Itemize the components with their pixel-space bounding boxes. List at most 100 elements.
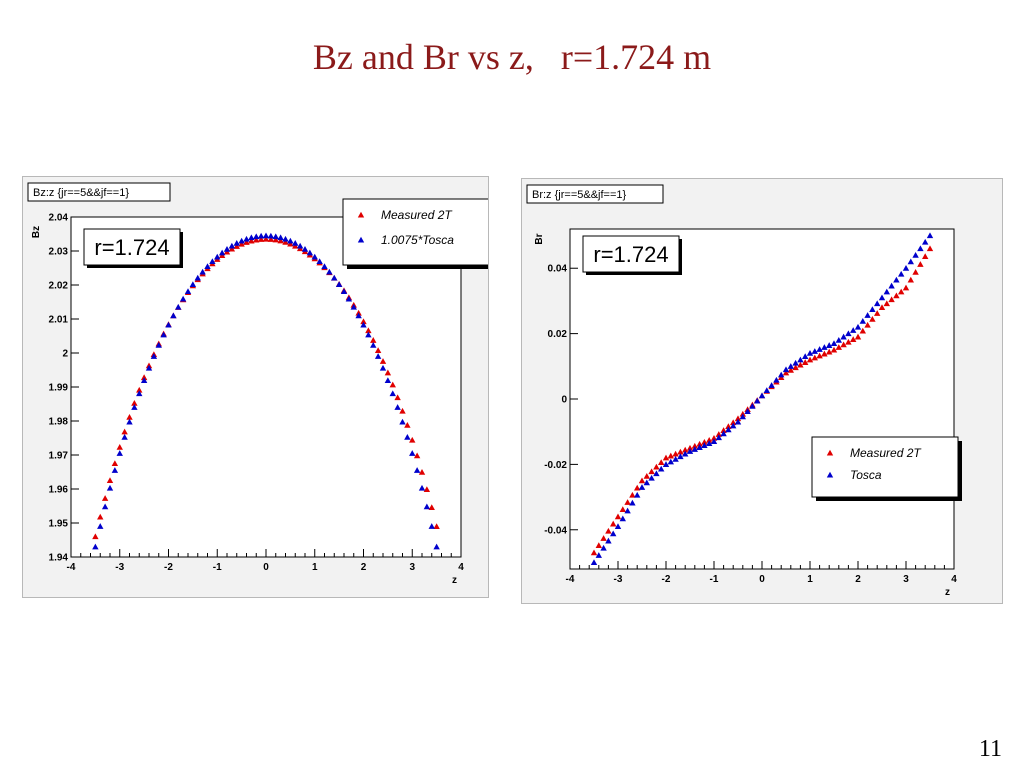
br-vs-z-chart: -4 -3 -2 -1 0 1 2 3 4 -0.04 -0.02 0 0.02 0.04 z Br Br:z … xyxy=(526,184,962,598)
data-point xyxy=(257,232,265,239)
data-point xyxy=(253,236,260,243)
data-point xyxy=(725,426,732,433)
data-point xyxy=(97,513,104,520)
data-point xyxy=(384,369,392,376)
data-point xyxy=(277,237,284,244)
data-point xyxy=(590,549,598,556)
data-point xyxy=(233,240,240,246)
x-tick-label: -4 xyxy=(67,562,76,573)
data-point xyxy=(710,435,718,441)
data-point xyxy=(821,344,828,350)
data-point xyxy=(749,402,756,409)
x-tick-label: -1 xyxy=(213,562,222,573)
data-point xyxy=(116,444,123,450)
data-point xyxy=(835,344,842,350)
data-point xyxy=(864,321,871,328)
data-point xyxy=(106,477,114,484)
data-point xyxy=(826,348,833,355)
x-tick-label: 3 xyxy=(409,562,415,573)
data-point xyxy=(883,300,890,307)
data-point xyxy=(101,503,109,510)
data-point xyxy=(610,520,617,527)
data-point xyxy=(179,295,187,302)
data-point xyxy=(92,533,99,540)
data-point xyxy=(768,382,775,388)
data-point xyxy=(826,342,833,348)
data-point xyxy=(209,258,216,265)
data-point xyxy=(706,440,713,447)
data-point xyxy=(696,444,703,450)
data-point xyxy=(734,418,742,425)
bz-chart-panel: -4 -3 -2 -1 0 1 2 3 4 1.94 1.95 1.96 1.97 1.98 1.99 2 2.… xyxy=(22,176,489,598)
data-point xyxy=(316,258,323,265)
y-tick-label: -0.04 xyxy=(544,525,567,536)
data-point xyxy=(238,240,245,247)
legend-label: Measured 2T xyxy=(850,446,922,460)
data-point xyxy=(257,236,265,242)
x-tick-label: 0 xyxy=(759,574,765,585)
data-point xyxy=(404,422,411,428)
data-point xyxy=(811,348,818,354)
data-point xyxy=(605,527,612,534)
data-point xyxy=(902,284,910,291)
x-tick-label: 2 xyxy=(361,562,367,573)
data-point xyxy=(634,484,641,491)
data-point xyxy=(428,523,435,529)
data-point xyxy=(922,253,929,260)
data-point xyxy=(409,450,416,456)
data-point xyxy=(106,484,114,491)
data-point xyxy=(672,450,679,457)
data-point xyxy=(859,327,866,334)
data-point xyxy=(725,423,732,430)
data-point xyxy=(893,276,900,283)
data-point xyxy=(379,358,387,364)
data-point xyxy=(370,337,377,343)
data-point xyxy=(898,288,905,295)
page-number: 11 xyxy=(978,736,1002,762)
y-tick-label: 0 xyxy=(561,395,567,406)
data-point xyxy=(686,444,694,451)
data-point xyxy=(600,544,607,551)
data-point xyxy=(643,479,650,486)
data-point xyxy=(643,472,650,479)
data-point xyxy=(638,484,646,490)
data-point xyxy=(878,304,886,311)
data-point xyxy=(243,235,250,242)
data-point xyxy=(413,452,421,459)
data-point xyxy=(423,486,431,492)
data-point xyxy=(667,458,674,465)
data-point xyxy=(854,323,862,330)
data-point xyxy=(194,274,201,281)
data-point xyxy=(355,312,362,319)
data-point xyxy=(184,288,192,295)
data-point xyxy=(888,282,895,289)
data-point xyxy=(92,543,99,550)
data-point xyxy=(648,468,655,475)
data-point xyxy=(335,281,343,288)
data-point xyxy=(662,454,670,461)
legend-label: Tosca xyxy=(850,468,882,482)
data-point xyxy=(340,288,348,295)
data-point xyxy=(282,235,289,242)
data-point xyxy=(404,434,411,440)
data-point xyxy=(374,353,382,359)
data-point xyxy=(710,438,718,445)
data-point xyxy=(792,359,799,366)
data-point xyxy=(648,474,655,481)
data-point xyxy=(758,392,766,399)
y-tick-label: 0.02 xyxy=(548,329,568,340)
y-tick-label: 2 xyxy=(62,349,68,360)
data-point xyxy=(116,450,123,456)
data-point xyxy=(696,440,703,447)
data-point xyxy=(365,327,372,334)
data-point xyxy=(350,303,357,310)
data-point xyxy=(715,431,722,437)
data-point xyxy=(228,242,236,249)
data-point xyxy=(902,265,910,271)
data-point xyxy=(189,281,197,288)
x-tick-label: 3 xyxy=(903,574,909,585)
plot-area xyxy=(70,216,462,558)
data-point xyxy=(277,234,284,241)
data-point xyxy=(150,353,158,359)
x-tick-label: 2 xyxy=(855,574,861,585)
